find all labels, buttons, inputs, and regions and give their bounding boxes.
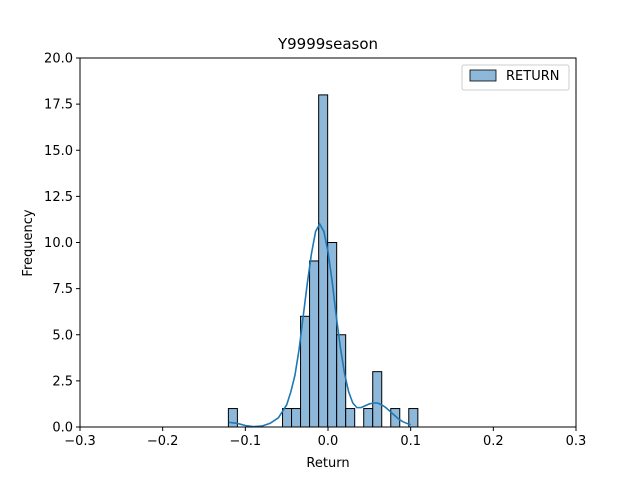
y-tick-label: 7.5 [52,282,73,297]
x-tick-label: −0.3 [64,434,96,449]
x-tick-label: −0.1 [230,434,262,449]
histogram-bar [318,94,329,428]
histogram-bar [363,408,374,428]
y-tick-label: 0.0 [52,421,73,436]
histogram-bar [227,408,238,428]
histogram-bar [345,408,356,428]
x-tick-label: 0.3 [566,434,587,449]
legend-label-return: RETURN [506,69,559,84]
histogram-bar [309,260,320,428]
histogram-bar [282,408,293,428]
x-tick-label: 0.2 [483,434,504,449]
y-tick-label: 20.0 [44,52,73,67]
y-tick-label: 15.0 [44,144,73,159]
y-axis-ticks: 0.0 2.5 5.0 7.5 10.0 12.5 15.0 17.5 20.0 [44,52,80,436]
kde-line-return [228,222,411,428]
y-tick-label: 5.0 [52,328,73,343]
x-tick-label: 0.0 [318,434,339,449]
chart-title: Y9999season [277,35,378,53]
plot-area: −0.3 −0.2 −0.1 0.0 0.1 0.2 0.3 0.0 2.5 5.0 7.5 10.… [44,52,586,450]
y-tick-label: 10.0 [44,236,73,251]
legend: RETURN [461,64,570,91]
x-tick-label: 0.1 [400,434,421,449]
y-tick-label: 2.5 [52,374,73,389]
x-tick-label: −0.2 [147,434,179,449]
legend-swatch-return [469,69,497,82]
histogram-bar [372,371,383,428]
y-tick-label: 17.5 [44,98,73,113]
x-axis-label: Return [306,456,349,471]
histogram-bar [291,408,302,428]
y-tick-label: 12.5 [44,190,73,205]
histogram-bar [327,242,338,428]
y-axis-label: Frequency [21,209,36,276]
x-axis-ticks: −0.3 −0.2 −0.1 0.0 0.1 0.2 0.3 [64,427,586,449]
